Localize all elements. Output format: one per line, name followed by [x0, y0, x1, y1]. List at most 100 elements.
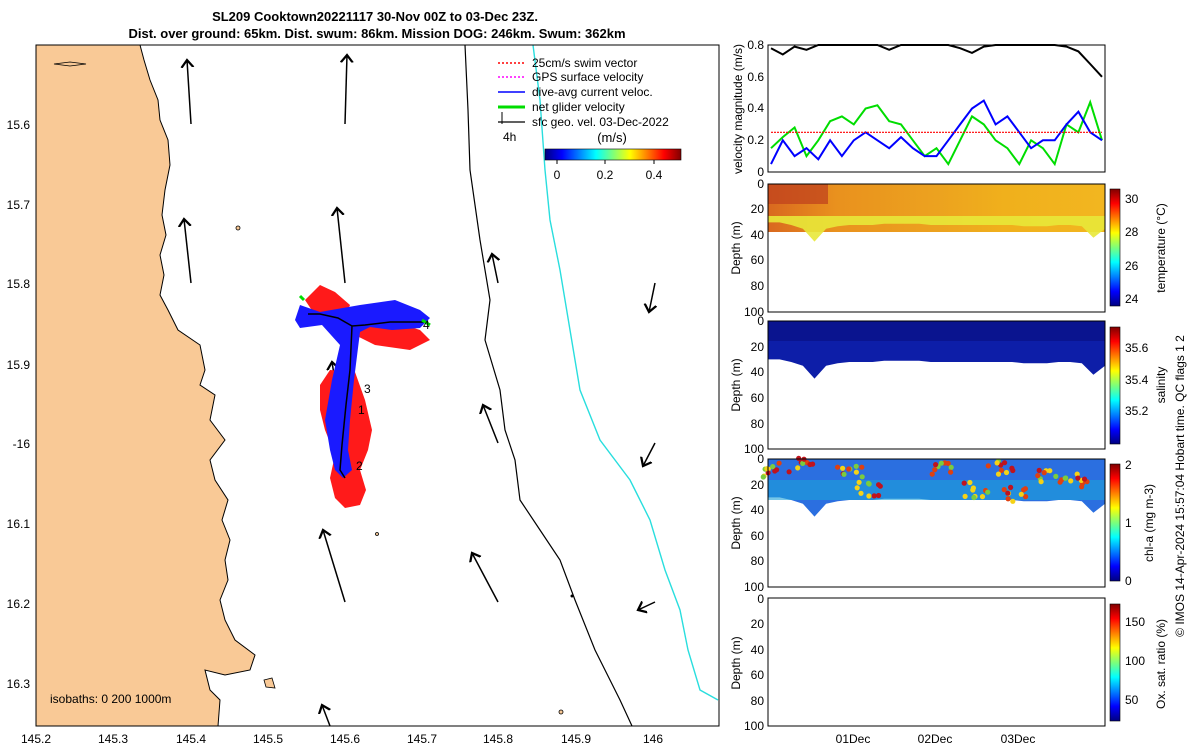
salinity-colorbar-tick: 35.4	[1125, 373, 1149, 387]
chla-dot	[1079, 484, 1085, 490]
oxygen-colorbar-tick: 50	[1125, 693, 1139, 707]
colorbar-tick-label: 0.2	[597, 168, 614, 182]
chla-dot	[1009, 465, 1015, 471]
chla-dot	[846, 466, 852, 472]
salinity-frame	[767, 320, 1106, 450]
title-line-2: Dist. over ground: 65km. Dist. swum: 86k…	[128, 26, 625, 41]
net-glider-velocity	[298, 294, 431, 327]
chla-dot	[796, 455, 802, 461]
chla-dot	[932, 467, 938, 473]
chla-dot	[776, 460, 782, 466]
isobath-200m	[464, 44, 633, 727]
oxygen-y-tick: 0	[757, 592, 764, 606]
oxygen-colorbar	[1109, 603, 1121, 722]
velocity-frame	[767, 44, 1106, 173]
chla-dot	[835, 464, 841, 470]
chla-dot	[871, 493, 877, 499]
chla-dot	[962, 493, 968, 499]
current-vector-cloud	[295, 300, 430, 478]
chla-dot	[979, 494, 986, 500]
salinity-colorbar-label: salinity	[1154, 367, 1168, 404]
velocity-y-tick: 0.6	[747, 70, 764, 84]
track-label-1: 1	[358, 403, 365, 417]
geo-arrow	[345, 55, 347, 125]
oxygen-frame	[767, 597, 1106, 727]
island-5	[263, 677, 276, 689]
chla-ylabel: Depth (m)	[729, 496, 743, 549]
velocity-series-line	[770, 99, 1103, 165]
map-x-tick: 145.5	[253, 732, 283, 746]
chla-dot	[1075, 475, 1081, 481]
oxygen-y-tick: 20	[751, 617, 765, 631]
map-x-tick: 145.9	[561, 732, 591, 746]
velocity-y-tick: 0.8	[747, 38, 764, 52]
chla-y-tick: 60	[751, 529, 765, 543]
chla-dot	[840, 465, 846, 471]
velocity-panel: 0 0.2 0.4 0.6 0.8 velocity magnitude (m/…	[731, 38, 1106, 179]
chla-dot	[764, 466, 770, 472]
geo-arrow	[184, 219, 192, 284]
map-y-tick: 16.3	[7, 677, 31, 691]
time-x-tick: 03Dec	[1001, 732, 1036, 746]
chla-y-tick: 20	[751, 478, 765, 492]
chla-dot	[985, 463, 991, 469]
island-3	[375, 532, 379, 536]
temperature-ylabel: Depth (m)	[729, 221, 743, 274]
chla-dot	[945, 460, 951, 466]
map-x-tick: 146	[643, 732, 663, 746]
temperature-colorbar	[1109, 188, 1121, 307]
chla-dot	[1010, 498, 1016, 504]
chla-dot	[853, 469, 860, 475]
chla-colorbar-ticks: 0 1 2	[1125, 458, 1132, 588]
salinity-y-tick: 40	[751, 365, 765, 379]
temperature-colorbar-tick: 28	[1125, 225, 1139, 239]
salinity-y-tick: 20	[751, 340, 765, 354]
geo-arrow	[643, 442, 656, 466]
map-x-ticks: 145.2 145.3 145.4 145.5 145.6 145.7 145.…	[21, 732, 663, 746]
velocity-y-tick: 0	[757, 165, 764, 179]
map-panel: 1 2 3 4 25cm/s swim vector GPS surface v…	[7, 44, 720, 746]
chla-dot	[1023, 494, 1029, 500]
chla-dot	[994, 460, 1000, 466]
map-x-tick: 145.8	[483, 732, 513, 746]
oxygen-colorbar-ticks: 50 100 150	[1125, 615, 1145, 707]
legend-label-geo: sfc geo. vel. 03-Dec-2022	[532, 115, 669, 129]
chla-frame	[767, 458, 1106, 588]
velocity-y-ticks: 0 0.2 0.4 0.6 0.8	[747, 38, 764, 179]
chla-dot	[995, 471, 1002, 477]
salinity-surface-layer	[768, 321, 1105, 341]
chla-dot	[1081, 476, 1088, 482]
geo-arrow	[483, 405, 499, 444]
chla-dot	[1041, 470, 1047, 476]
chla-y-tick: 100	[744, 580, 764, 594]
salinity-colorbar-tick: 35.6	[1125, 341, 1149, 355]
geo-arrow	[322, 705, 330, 727]
temperature-colorbar-ticks: 24 26 28 30	[1125, 192, 1139, 306]
chla-dot	[807, 461, 813, 468]
chla-dot	[998, 467, 1005, 473]
map-x-tick: 145.4	[176, 732, 206, 746]
chla-dot	[854, 485, 860, 491]
oxygen-y-tick: 100	[744, 719, 764, 733]
geo-arrow	[472, 553, 499, 603]
chla-dot	[774, 467, 780, 473]
chla-dot	[938, 460, 944, 466]
chla-mid-layer	[768, 480, 1105, 500]
chla-dot	[1008, 484, 1014, 490]
chla-dot	[760, 474, 766, 480]
chla-colorbar	[1109, 463, 1121, 582]
copyright-note: © IMOS 14-Apr-2024 15:57:04 Hobart time.…	[1173, 335, 1187, 637]
chla-dot	[1018, 491, 1024, 497]
chla-y-ticks: 0 20 40 60 80 100	[744, 452, 764, 594]
map-y-tick: -16	[13, 437, 31, 451]
map-y-tick: 16.1	[7, 517, 31, 531]
oxygen-colorbar-tick: 100	[1125, 654, 1145, 668]
chla-dot	[985, 489, 991, 495]
velocity-y-tick: 0.4	[747, 101, 764, 115]
geo-arrow	[649, 282, 655, 312]
chla-dot	[1022, 486, 1028, 492]
chla-y-tick: 0	[757, 452, 764, 466]
map-y-tick: 15.7	[7, 198, 31, 212]
chla-y-tick: 80	[751, 554, 765, 568]
map-legend: 25cm/s swim vector GPS surface velocity …	[498, 56, 669, 144]
